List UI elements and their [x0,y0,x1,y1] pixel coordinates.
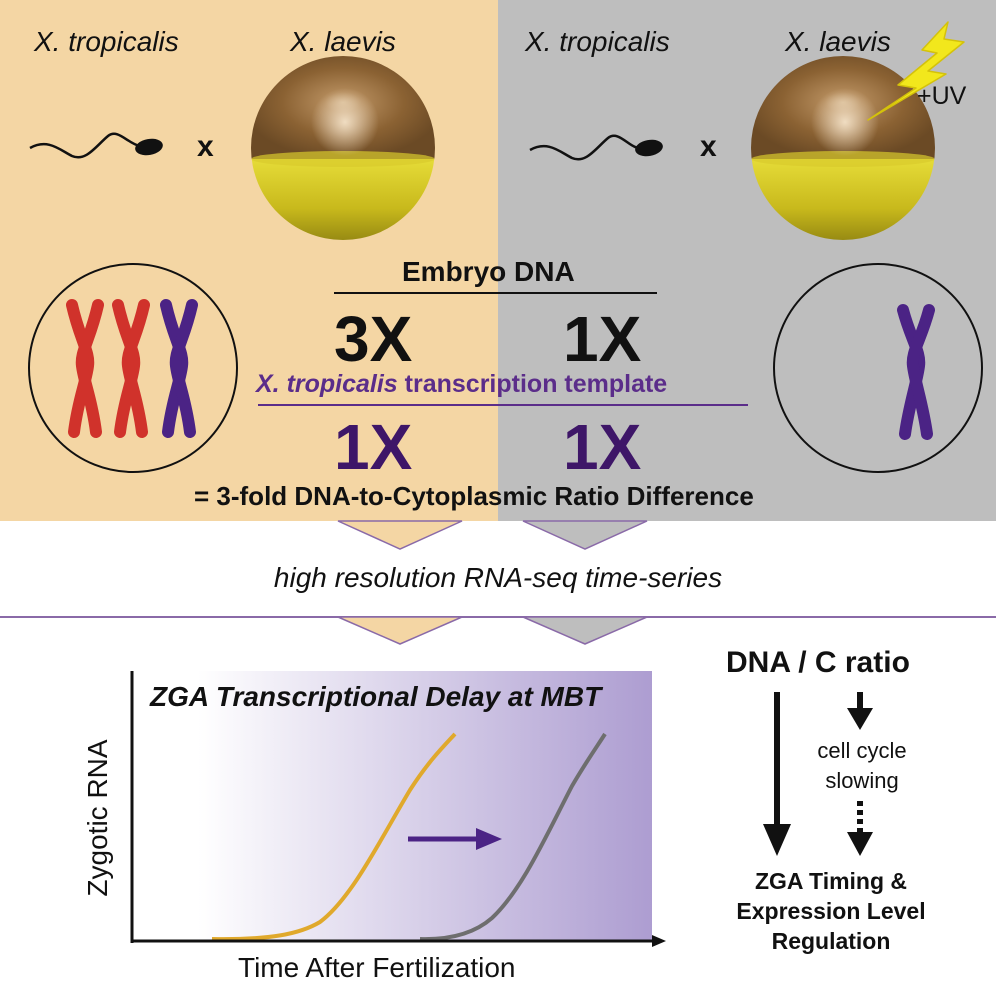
chromosome-icon [112,299,150,438]
nucleus-left [28,263,238,473]
x-axis-label: Time After Fertilization [238,952,516,983]
ratio-result: = 3-fold DNA-to-Cytoplasmic Ratio Differ… [194,481,754,511]
y-axis-label: Zygotic RNA [82,739,113,897]
sperm-icon [29,132,163,159]
regulation-label-1: ZGA Timing & [754,868,908,894]
lightning-icon [867,21,965,121]
dna-c-ratio-label: DNA / C ratio [726,646,910,679]
template-species: X. tropicalis [256,370,398,398]
arrow-icon [408,828,502,850]
regulation-label-3: Regulation [771,928,891,954]
early-curve [211,732,457,942]
right-cross-symbol: x [700,130,717,163]
cell-cycle-label-1: cell cycle [817,738,907,763]
chromosome-icon [897,304,935,440]
template-rest: transcription template [397,370,668,398]
right-dna-value: 1X [563,303,642,375]
cell-cycle-label-2: slowing [825,768,899,793]
left-egg-species-label: X. laevis [290,26,396,57]
left-dna-value: 3X [334,303,413,375]
left-cross-symbol: x [197,130,214,163]
method-label: high resolution RNA-seq time-series [273,562,723,593]
chromosome-icon [66,299,104,438]
arrow-icon [337,616,648,645]
late-curve [419,732,607,942]
chromosome-icon [160,299,198,438]
plot-area [136,671,652,941]
regulation-label-2: Expression Level [736,898,926,924]
arrow-icon [847,801,873,856]
arrow-icon [763,692,791,856]
arrow-icon [847,692,873,730]
nucleus-right [773,263,983,473]
uv-treatment-label: +UV [917,82,967,110]
right-sperm-species-label: X. tropicalis [525,26,670,57]
left-template-value: 1X [334,411,413,483]
template-label: X. tropicalis transcription template [256,370,667,399]
left-sperm-species-label: X. tropicalis [34,26,179,57]
right-template-value: 1X [563,411,642,483]
egg-icon [251,56,435,240]
plot-title: ZGA Transcriptional Delay at MBT [150,681,602,712]
left-panel-bg [0,0,498,521]
embryo-dna-label: Embryo DNA [402,256,575,287]
sperm-icon [529,134,663,161]
arrow-icon [337,520,648,550]
right-egg-species-label: X. laevis [785,26,891,57]
